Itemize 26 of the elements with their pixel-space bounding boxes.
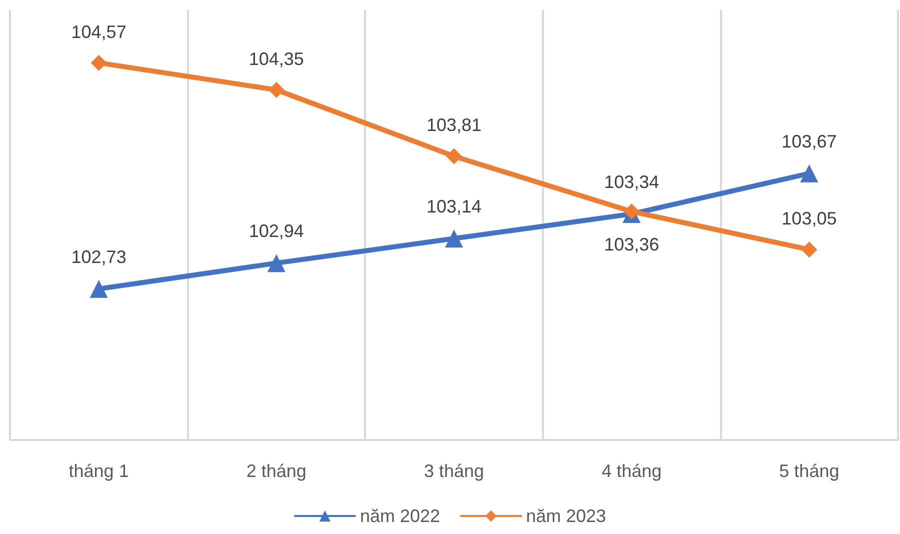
legend-label: năm 2022 [360, 506, 440, 526]
legend-label: năm 2023 [526, 506, 606, 526]
point [90, 54, 107, 71]
data-label: 104,35 [248, 48, 304, 69]
data-label: 104,57 [71, 22, 126, 42]
x-tick-label: 5 tháng [779, 461, 840, 481]
point [801, 242, 818, 258]
point [624, 203, 640, 220]
data-label: 103,36 [604, 234, 660, 254]
point [267, 254, 286, 272]
point [445, 230, 463, 248]
point [446, 148, 462, 164]
data-label: 103,81 [426, 115, 482, 136]
point [800, 164, 818, 182]
data-label: 103,34 [604, 172, 660, 192]
data-label: 102,73 [71, 246, 126, 267]
x-tick-label: 2 tháng [246, 461, 306, 481]
x-tick-label: 3 tháng [424, 461, 484, 481]
point [90, 280, 108, 298]
point [268, 82, 284, 98]
x-tick-label: 4 tháng [602, 461, 662, 481]
data-label: 103,14 [426, 196, 482, 217]
data-label: 103,05 [782, 208, 837, 229]
data-label: 103,67 [782, 131, 837, 152]
data-label: 102,94 [248, 221, 304, 242]
x-tick-label: tháng 1 [68, 461, 129, 481]
